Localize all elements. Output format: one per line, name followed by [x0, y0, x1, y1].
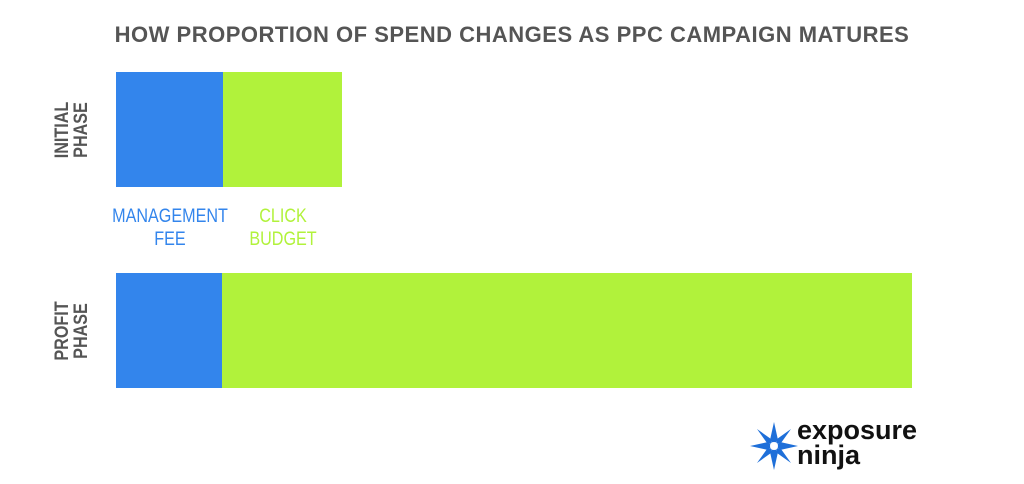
bar-segment	[223, 72, 342, 187]
category-label: PROFIT PHASE	[52, 300, 92, 361]
bar-segment	[116, 273, 222, 388]
bar-segment	[116, 72, 223, 187]
logo-text: exposure ninja	[797, 415, 918, 470]
category-label: INITIAL PHASE	[52, 101, 92, 158]
legend-label: CLICK BUDGET	[248, 206, 317, 250]
logo-icon	[750, 422, 798, 470]
chart-title: HOW PROPORTION OF SPEND CHANGES AS PPC C…	[114, 22, 910, 47]
bar-segment	[222, 273, 912, 388]
legend-label: MANAGEMENT FEE	[111, 206, 228, 250]
